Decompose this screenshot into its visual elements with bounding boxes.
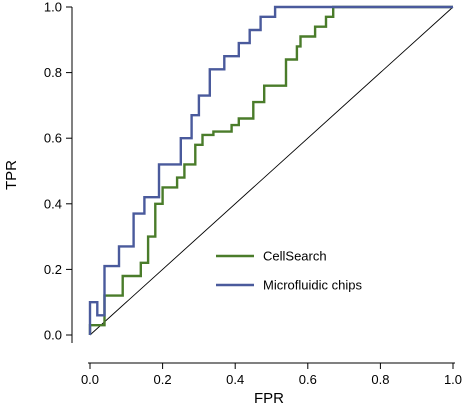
plot-area: 0.0 0.2 0.4 0.6 0.8 1.0 0.0 0.2 0.4 0.6 0.8 1.0 [44, 0, 462, 387]
y-tick-label: 0.2 [44, 262, 62, 277]
y-tick-label: 1.0 [44, 0, 62, 15]
x-tick-label: 0.6 [299, 372, 317, 387]
y-tick-label: 0.8 [44, 65, 62, 80]
x-tick-label: 0.4 [226, 372, 244, 387]
x-tick-label: 0.0 [81, 372, 99, 387]
x-ticks: 0.0 0.2 0.4 0.6 0.8 1.0 [81, 363, 462, 387]
x-tick-label: 0.8 [371, 372, 389, 387]
series-group [88, 5, 453, 335]
series-line-cellsearch [88, 5, 453, 335]
y-axis-title: TPR [3, 160, 20, 190]
y-ticks: 0.0 0.2 0.4 0.6 0.8 1.0 [44, 0, 72, 343]
legend-label: Microfluidic chips [263, 278, 362, 293]
y-tick-label: 0.4 [44, 196, 62, 211]
x-tick-label: 0.2 [154, 372, 172, 387]
x-tick-label: 1.0 [444, 372, 462, 387]
legend-label: CellSearch [263, 249, 327, 264]
reference-diagonal [89, 6, 454, 336]
x-axis-title: FPR [254, 390, 284, 407]
y-tick-label: 0.6 [44, 131, 62, 146]
series-line-microfluidic-chips [88, 5, 453, 335]
y-tick-label: 0.0 [44, 328, 62, 343]
legend: CellSearch Microfluidic chips [216, 249, 362, 293]
